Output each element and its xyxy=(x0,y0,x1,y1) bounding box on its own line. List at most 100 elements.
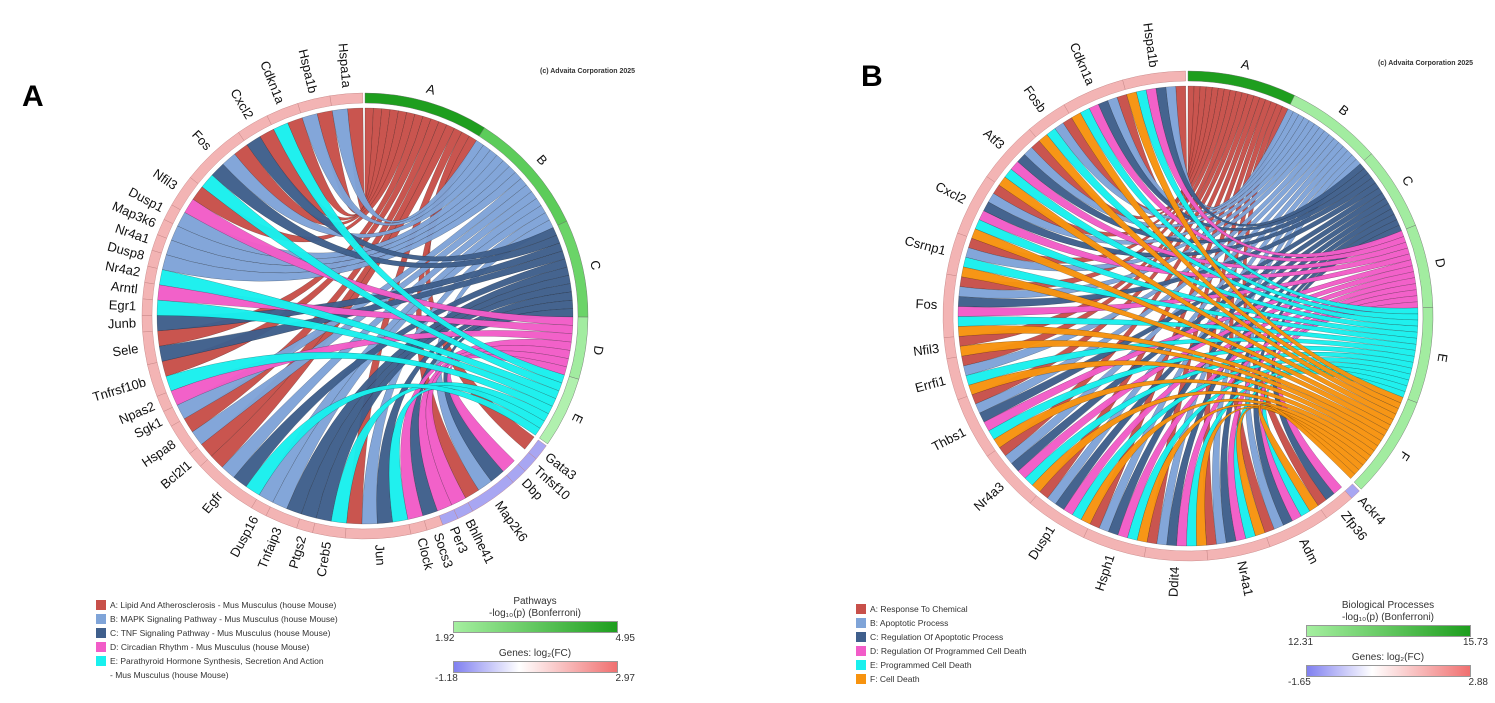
gene-label-Jun: Jun xyxy=(372,544,388,566)
legend-swatch xyxy=(856,674,866,684)
gene-scale-title: Genes: log₂(FC) xyxy=(1351,652,1425,663)
ribbon-E-Nr4a3 xyxy=(1024,351,1414,486)
ribbon-F-Atf3 xyxy=(998,176,1397,421)
ribbon-A-Egfr xyxy=(211,124,455,468)
gene-label-Cdkn1a: Cdkn1a xyxy=(1067,40,1099,88)
gene-arc-Junb xyxy=(141,315,153,333)
gene-arc-Sele xyxy=(142,331,158,365)
gene-arc-Nr4a2 xyxy=(144,266,158,285)
gene-arc-Nfil3 xyxy=(943,336,957,360)
ribbon-F-Errfi1 xyxy=(968,360,1382,447)
gene-label-Csrnp1: Csrnp1 xyxy=(903,233,947,258)
category-label-A: A xyxy=(1240,56,1252,73)
gene-arc-Atf3 xyxy=(986,129,1037,183)
legend-label: E: Programmed Cell Death xyxy=(870,660,972,670)
gene-arc-Hspa1a xyxy=(329,92,364,106)
gene-arc-Nr4a3 xyxy=(986,450,1037,504)
category-label-C: C xyxy=(587,259,604,271)
category-label-B: B xyxy=(1336,102,1352,119)
legend-item: F: Cell Death xyxy=(856,674,1026,686)
ribbon-B-Fos xyxy=(222,149,498,239)
gene-arc-Nr4a1 xyxy=(151,234,167,254)
gene-scale-max: 2.88 xyxy=(1468,677,1488,688)
gene-arc-Adm xyxy=(1266,509,1327,548)
category-scale-min: 12.31 xyxy=(1288,637,1314,648)
gene-label-Dusp1: Dusp1 xyxy=(1025,523,1058,563)
legend-item: B: MAPK Signaling Pathway - Mus Musculus… xyxy=(96,614,338,626)
gene-arc-Hspa8 xyxy=(170,421,198,454)
copyright-text: (c) Advaita Corporation 2025 xyxy=(540,68,636,75)
ribbons xyxy=(156,107,574,525)
gene-arc-Bhlhe41 xyxy=(453,502,474,519)
legend-swatch xyxy=(96,628,106,638)
ribbon-F-Adm xyxy=(1258,403,1356,512)
ribbon-F-Cxcl2 xyxy=(971,228,1394,426)
ribbon-A-Nr4a3 xyxy=(999,93,1255,457)
gene-label-Hspa1a: Hspa1a xyxy=(336,42,355,89)
legend-label: F: Cell Death xyxy=(870,674,920,684)
legend-label: C: Regulation Of Apoptotic Process xyxy=(870,632,1004,642)
category-label-D: D xyxy=(590,345,606,356)
gene-arc-Cxcl2 xyxy=(957,176,996,237)
gene-label-Cxcl2: Cxcl2 xyxy=(227,86,256,122)
gene-label-Fos: Fos xyxy=(915,296,938,312)
gene-label-Errfi1: Errfi1 xyxy=(913,373,947,396)
legend-item: E: Programmed Cell Death xyxy=(856,660,1026,672)
ribbon-F-Csrnp1 xyxy=(961,266,1391,431)
ribbon-F-Fos xyxy=(957,325,1388,436)
gene-arc-Egr1 xyxy=(141,298,153,316)
gene-color-bar xyxy=(1305,665,1471,677)
category-scale-max: 15.73 xyxy=(1462,637,1488,648)
legend-swatch xyxy=(96,600,106,610)
legend-label: B: MAPK Signaling Pathway - Mus Musculus… xyxy=(110,614,338,624)
gene-label-Junb: Junb xyxy=(108,315,137,331)
gene-arc-Tnfaip3 xyxy=(265,506,300,529)
ribbon-C-Ddit4 xyxy=(1166,208,1395,546)
legend-label: E: Parathyroid Hormone Synthesis, Secret… xyxy=(110,656,324,666)
gene-label-Tnfaip3: Tnfaip3 xyxy=(255,525,285,571)
gene-arc-Hsph1 xyxy=(1083,528,1147,558)
gene-label-Cxcl2: Cxcl2 xyxy=(933,179,969,207)
gene-arc-Errfi1 xyxy=(946,356,968,401)
gene-arc-Clock xyxy=(408,520,428,535)
ribbon-C-Cxcl2 xyxy=(246,136,557,262)
category-arc-F xyxy=(1353,398,1418,490)
legend-label-continued: - Mus Musculus (house Mouse) xyxy=(110,670,229,680)
ribbon-F-Nfil3 xyxy=(959,340,1385,442)
gene-arc-Gata3 xyxy=(528,439,547,460)
panel-letter: B xyxy=(861,60,883,93)
gene-arc-Jun xyxy=(344,524,412,540)
gene-arc-Egfr xyxy=(199,459,257,509)
legend-label: D: Circadian Rhythm - Mus Musculus (hous… xyxy=(110,642,310,652)
legend-swatch xyxy=(96,642,106,652)
gene-color-bar xyxy=(452,661,618,673)
category-color-bar xyxy=(1305,625,1471,637)
category-scale-title: Pathways xyxy=(513,596,557,607)
legend-swatch xyxy=(96,614,106,624)
gene-arc-Csrnp1 xyxy=(946,232,968,277)
legend-label: B: Apoptotic Process xyxy=(870,618,949,628)
gene-arc-Dusp8 xyxy=(147,250,162,269)
legend-swatch xyxy=(856,660,866,670)
gene-arc-Hspa1b xyxy=(297,95,332,114)
ribbon-D-Hspa1b xyxy=(1145,87,1405,258)
legend-item: C: Regulation Of Apoptotic Process xyxy=(856,632,1026,644)
legend-item: A: Response To Chemical xyxy=(856,604,1026,616)
legend: A: Lipid And Atherosclerosis - Mus Muscu… xyxy=(96,600,338,682)
gene-arc-Bcl2l1 xyxy=(189,447,208,467)
gene-label-Creb5: Creb5 xyxy=(314,541,335,578)
ribbon-D-Npas2 xyxy=(170,330,573,406)
ribbon-F-Fosb xyxy=(1038,134,1399,415)
gene-arc-Dusp1 xyxy=(163,204,181,225)
gene-arc-Npas2 xyxy=(156,392,173,412)
gene-label-Thbs1: Thbs1 xyxy=(929,424,968,454)
gene-arc-Hspa1b xyxy=(1122,70,1186,90)
gene-label-Cdkn1a: Cdkn1a xyxy=(257,59,288,107)
legend-item: C: TNF Signaling Pathway - Mus Musculus … xyxy=(96,628,338,640)
gene-label-Dusp16: Dusp16 xyxy=(227,513,262,560)
gene-label-Nr4a3: Nr4a3 xyxy=(971,479,1007,514)
color-scales: Biological Processes -log₁₀(p) (Bonferro… xyxy=(1288,600,1488,692)
gene-label-Tnfrsf10b: Tnfrsf10b xyxy=(91,374,148,404)
category-label-A: A xyxy=(425,81,438,98)
gene-arc-Dbp xyxy=(506,463,526,483)
